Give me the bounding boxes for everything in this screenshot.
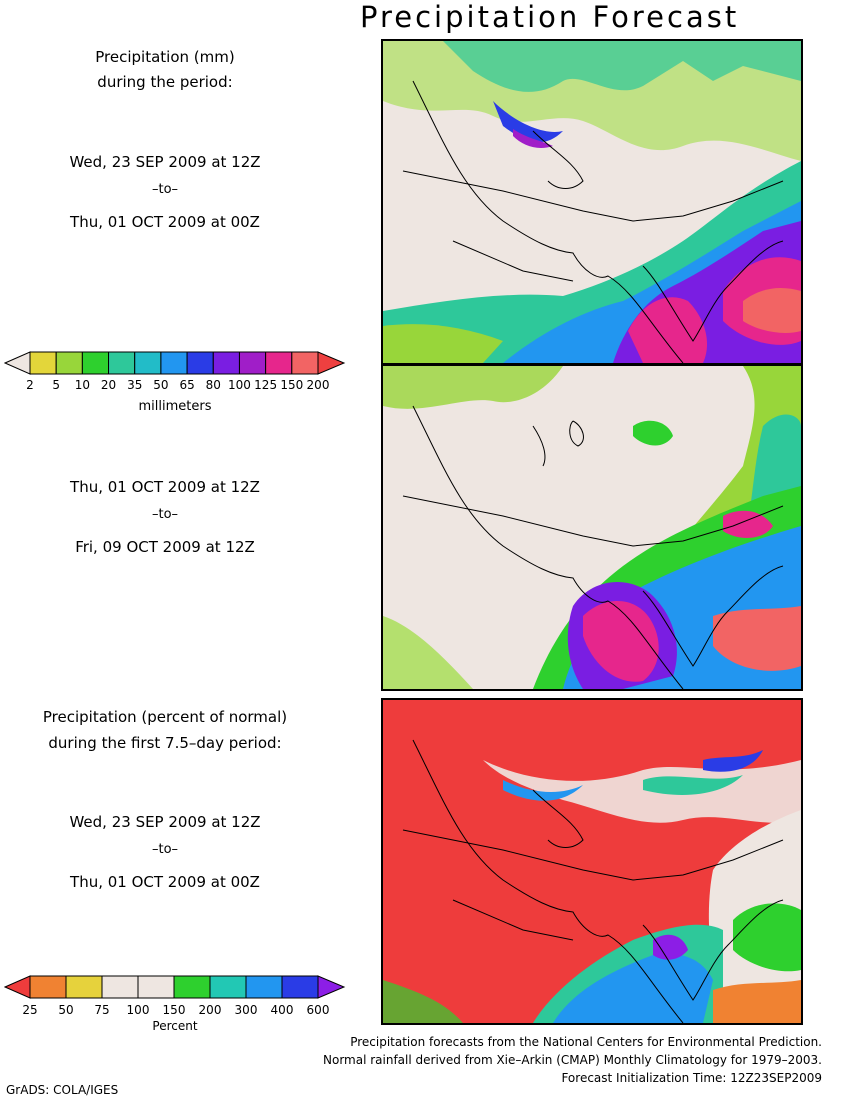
mm-legend-tick-label: 10 bbox=[74, 378, 90, 392]
panel2-to: –to– bbox=[151, 507, 179, 522]
mm-legend-swatch bbox=[55, 351, 83, 375]
pct-legend-swatch bbox=[101, 975, 139, 999]
panel3-heading-line1: Precipitation (percent of normal) bbox=[42, 708, 288, 726]
mm-legend-tick-label: 20 bbox=[100, 378, 117, 392]
mm-legend-swatch bbox=[291, 351, 319, 375]
panel1-end-time: Thu, 01 OCT 2009 at 00Z bbox=[70, 213, 260, 231]
panel3-end-time: Thu, 01 OCT 2009 at 00Z bbox=[70, 873, 260, 891]
map-panel-week2-precip bbox=[381, 364, 803, 691]
pct-legend-tick-label: 300 bbox=[234, 1003, 258, 1017]
mm-legend-tick-label: 5 bbox=[52, 378, 60, 392]
mm-colorbar-labels: 2 5 10 20 35 50 65 80 100 125 150 200 bbox=[0, 378, 360, 392]
pct-legend-swatch bbox=[65, 975, 103, 999]
pct-legend-tick-label: 600 bbox=[306, 1003, 330, 1017]
mm-legend-tick-label: 65 bbox=[179, 378, 195, 392]
panel2-start-time: Thu, 01 OCT 2009 at 12Z bbox=[70, 478, 260, 496]
pct-colorbar-unit: Percent bbox=[152, 1019, 198, 1033]
panel3-heading-line2: during the first 7.5–day period: bbox=[48, 734, 282, 752]
panel2-end-time: Fri, 09 OCT 2009 at 12Z bbox=[75, 538, 255, 556]
mm-legend-tick-label: 80 bbox=[205, 378, 221, 392]
panel1-start-time: Wed, 23 SEP 2009 at 12Z bbox=[69, 153, 261, 171]
panel3-to: –to– bbox=[151, 842, 179, 857]
pct-legend-tick-label: 400 bbox=[270, 1003, 294, 1017]
credit-line2: Normal rainfall derived from Xie–Arkin (… bbox=[323, 1053, 822, 1067]
mm-legend-tick-label: 35 bbox=[127, 378, 143, 392]
software-credit: GrADS: COLA/IGES bbox=[6, 1083, 119, 1097]
panel1-to: –to– bbox=[151, 182, 179, 197]
pct-legend-tick-label: 100 bbox=[126, 1003, 150, 1017]
pct-legend-swatch-high bbox=[317, 975, 346, 999]
pct-legend-swatch bbox=[281, 975, 319, 999]
pct-legend-swatch bbox=[137, 975, 175, 999]
mm-legend-swatch bbox=[186, 351, 214, 375]
page-title: Precipitation Forecast bbox=[360, 0, 740, 34]
pct-legend-tick-label: 150 bbox=[162, 1003, 186, 1017]
pct-legend-tick-label: 25 bbox=[22, 1003, 38, 1017]
panel3-start-time: Wed, 23 SEP 2009 at 12Z bbox=[69, 813, 261, 831]
mm-legend-swatch bbox=[238, 351, 267, 375]
pct-legend-tick-label: 200 bbox=[198, 1003, 222, 1017]
mm-legend-tick-label: 200 bbox=[306, 378, 330, 392]
map-panel-week1-precip bbox=[381, 39, 803, 365]
mm-legend-tick-label: 2 bbox=[26, 378, 34, 392]
mm-legend-swatch bbox=[81, 351, 110, 375]
mm-legend-swatch-high bbox=[317, 351, 346, 375]
mm-legend-tick-label: 50 bbox=[153, 378, 169, 392]
map-panel-percent-normal bbox=[381, 698, 803, 1025]
mm-colorbar bbox=[4, 350, 349, 376]
mm-legend-swatch bbox=[29, 351, 57, 375]
mm-legend-swatch bbox=[265, 351, 293, 375]
mm-legend-tick-label: 125 bbox=[254, 378, 278, 392]
pct-legend-swatch bbox=[245, 975, 283, 999]
mm-legend-swatch-low bbox=[4, 351, 31, 375]
panel1-heading-line1: Precipitation (mm) bbox=[95, 48, 235, 66]
mm-legend-swatch bbox=[160, 351, 188, 375]
pct-colorbar bbox=[4, 974, 349, 1000]
pct-legend-tick-label: 75 bbox=[94, 1003, 110, 1017]
pct-colorbar-labels: 25 50 75 100 150 200 300 400 600 bbox=[0, 1003, 360, 1017]
mm-legend-tick-label: 150 bbox=[280, 378, 304, 392]
credit-line1: Precipitation forecasts from the Nationa… bbox=[350, 1035, 822, 1049]
pct-legend-swatch bbox=[29, 975, 67, 999]
pct-legend-swatch-low bbox=[4, 975, 31, 999]
mm-legend-tick-label: 100 bbox=[228, 378, 251, 392]
mm-legend-swatch bbox=[108, 351, 136, 375]
credit-line3: Forecast Initialization Time: 12Z23SEP20… bbox=[561, 1071, 822, 1085]
pct-legend-tick-label: 50 bbox=[58, 1003, 74, 1017]
mm-colorbar-unit: millimeters bbox=[138, 399, 212, 414]
pct-colorbar-graphic bbox=[4, 975, 346, 999]
pct-legend-swatch bbox=[173, 975, 211, 999]
mm-colorbar-graphic bbox=[4, 351, 346, 375]
pct-legend-swatch bbox=[209, 975, 247, 999]
panel1-heading-line2: during the period: bbox=[97, 73, 233, 91]
mm-legend-swatch bbox=[134, 351, 162, 375]
mm-legend-swatch bbox=[212, 351, 240, 375]
